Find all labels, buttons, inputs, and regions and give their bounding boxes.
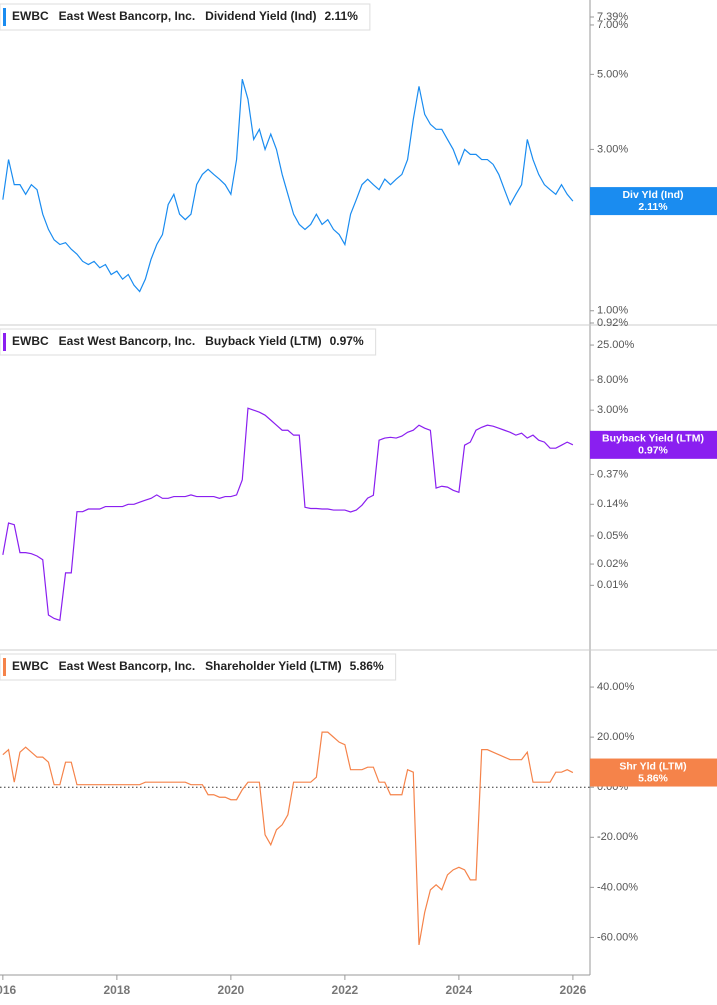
- legend-metric: Shareholder Yield (LTM): [205, 659, 341, 673]
- legend-box: [0, 328, 377, 356]
- y-tick-label: -60.00%: [597, 931, 638, 943]
- legend-company: East West Bancorp, Inc.: [59, 659, 195, 673]
- x-tick-label: 2022: [332, 983, 359, 997]
- badge-value: 0.97%: [638, 445, 668, 457]
- y-tick-label: 5.00%: [597, 68, 628, 80]
- y-tick-label: -40.00%: [597, 881, 638, 893]
- x-tick-label: 2016: [0, 983, 17, 997]
- y-tick-label: 0.92%: [597, 317, 628, 329]
- series-line: [2, 407, 574, 622]
- series-line: [2, 78, 574, 293]
- legend-value: 2.11%: [325, 9, 359, 23]
- legend-ticker: EWBC: [12, 334, 49, 348]
- legend-swatch: [3, 658, 6, 676]
- y-tick-label: 20.00%: [597, 731, 635, 743]
- x-tick-label: 2020: [218, 983, 245, 997]
- y-tick-label: 0.37%: [597, 468, 628, 480]
- x-tick-label: 2024: [446, 983, 473, 997]
- y-tick-label: 8.00%: [597, 374, 628, 386]
- legend-header: EWBC East West Bancorp, Inc. Dividend Yiel…: [0, 3, 371, 31]
- legend-header: EWBC East West Bancorp, Inc. Shareholder Y…: [0, 653, 397, 681]
- legend-swatch: [3, 8, 6, 26]
- y-tick-label: 3.00%: [597, 404, 628, 416]
- y-tick-label: 40.00%: [597, 681, 635, 693]
- x-tick-label: 2026: [560, 983, 587, 997]
- series-line: [2, 731, 574, 946]
- legend-company: East West Bancorp, Inc.: [59, 9, 195, 23]
- y-tick-label: 25.00%: [597, 339, 635, 351]
- legend-value: 0.97%: [330, 334, 364, 348]
- value-badge: [590, 187, 717, 216]
- legend-ticker: EWBC: [12, 9, 49, 23]
- badge-value: 5.86%: [638, 772, 668, 784]
- legend-company: East West Bancorp, Inc.: [59, 334, 195, 348]
- value-badge: [590, 430, 717, 459]
- badge-label: Shr Yld (LTM): [619, 760, 686, 772]
- legend-value: 5.86%: [350, 659, 384, 673]
- y-tick-label: 0.02%: [597, 558, 628, 570]
- badge-label: Div Yld (Ind): [622, 189, 683, 201]
- y-tick-label: 0.01%: [597, 579, 628, 591]
- y-tick-label: 1.00%: [597, 305, 628, 317]
- x-tick-label: 2018: [104, 983, 131, 997]
- legend-header: EWBC East West Bancorp, Inc. Buyback Yield…: [0, 328, 377, 356]
- legend-box: [0, 3, 371, 31]
- y-tick-label: 3.00%: [597, 143, 628, 155]
- y-tick-label: 7.39%: [597, 11, 628, 23]
- value-badge: [590, 758, 717, 787]
- legend-swatch: [3, 333, 6, 351]
- legend-metric: Buyback Yield (LTM): [205, 334, 321, 348]
- legend-ticker: EWBC: [12, 659, 49, 673]
- legend-box: [0, 653, 397, 681]
- y-tick-label: 0.14%: [597, 498, 628, 510]
- badge-label: Buyback Yield (LTM): [602, 433, 704, 445]
- y-tick-label: -20.00%: [597, 831, 638, 843]
- y-tick-label: 0.05%: [597, 530, 628, 542]
- legend-metric: Dividend Yield (Ind): [205, 9, 316, 23]
- badge-value: 2.11%: [638, 201, 668, 213]
- y-tick-label: 7.00%: [597, 19, 628, 31]
